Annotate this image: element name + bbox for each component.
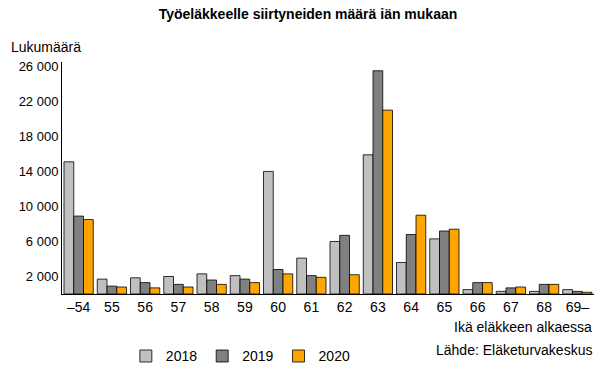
svg-text:55: 55	[104, 299, 120, 315]
svg-text:2019: 2019	[242, 348, 273, 364]
svg-text:61: 61	[304, 299, 320, 315]
svg-text:56: 56	[137, 299, 153, 315]
svg-text:2020: 2020	[319, 348, 350, 364]
svg-text:–54: –54	[67, 299, 91, 315]
svg-text:66: 66	[470, 299, 486, 315]
svg-text:18 000: 18 000	[19, 129, 59, 144]
svg-text:60: 60	[270, 299, 286, 315]
svg-text:10 000: 10 000	[19, 199, 59, 214]
svg-text:26 000: 26 000	[19, 59, 59, 74]
svg-text:69–: 69–	[566, 299, 590, 315]
svg-text:Lähde: Eläketurvakeskus: Lähde: Eläketurvakeskus	[436, 342, 592, 358]
svg-text:63: 63	[370, 299, 386, 315]
svg-text:68: 68	[536, 299, 552, 315]
svg-text:Lukumäärä: Lukumäärä	[11, 39, 81, 55]
svg-text:65: 65	[437, 299, 453, 315]
svg-text:2018: 2018	[166, 348, 197, 364]
svg-text:62: 62	[337, 299, 353, 315]
svg-text:Ikä eläkkeen alkaessa: Ikä eläkkeen alkaessa	[454, 319, 592, 335]
svg-text:22 000: 22 000	[19, 94, 59, 109]
svg-text:67: 67	[503, 299, 519, 315]
svg-text:6 000: 6 000	[26, 234, 59, 249]
svg-text:64: 64	[403, 299, 419, 315]
svg-text:2 000: 2 000	[26, 269, 59, 284]
svg-text:57: 57	[171, 299, 187, 315]
svg-text:14 000: 14 000	[19, 164, 59, 179]
svg-text:58: 58	[204, 299, 220, 315]
svg-text:Työeläkkeelle siirtyneiden mää: Työeläkkeelle siirtyneiden määrä iän muk…	[159, 6, 458, 22]
svg-text:59: 59	[237, 299, 253, 315]
